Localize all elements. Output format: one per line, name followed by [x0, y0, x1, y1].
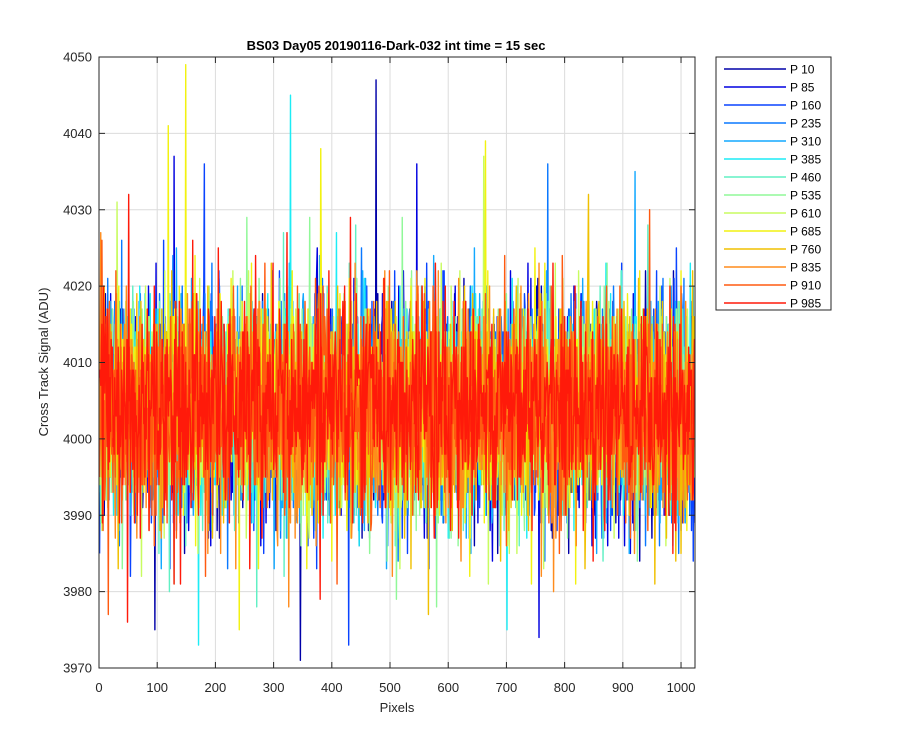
legend-label: P 85 [790, 81, 815, 95]
legend-label: P 610 [790, 207, 821, 221]
plot-area [98, 56, 696, 669]
legend-label: P 10 [790, 63, 815, 77]
x-tick-label: 800 [554, 680, 576, 695]
legend-label: P 535 [790, 189, 821, 203]
x-tick-label: 1000 [667, 680, 696, 695]
legend-label: P 985 [790, 297, 821, 311]
legend-label: P 235 [790, 117, 821, 131]
legend-label: P 160 [790, 99, 821, 113]
chart-title: BS03 Day05 20190116-Dark-032 int time = … [247, 38, 546, 53]
legend-label: P 310 [790, 135, 821, 149]
y-tick-label: 4000 [63, 431, 92, 446]
legend-label: P 385 [790, 153, 821, 167]
legend-label: P 460 [790, 171, 821, 185]
y-axis: 3970 3980 3990 4000 4010 4020 4030 4040 4050 [63, 50, 695, 676]
y-tick-label: 4030 [63, 202, 92, 217]
y-tick-label: 3970 [63, 661, 92, 676]
legend-label: P 685 [790, 225, 821, 239]
x-tick-label: 0 [95, 680, 102, 695]
x-tick-label: 900 [612, 680, 634, 695]
legend-label: P 910 [790, 279, 821, 293]
legend-label: P 835 [790, 261, 821, 275]
legend: P 10 P 85 P 160 P 235 P 310 P 385 P 460 P 535 P … [715, 56, 832, 311]
y-tick-label: 4050 [63, 50, 92, 65]
y-tick-label: 4040 [63, 126, 92, 141]
legend-label: P 760 [790, 243, 821, 257]
x-tick-label: 600 [437, 680, 459, 695]
x-axis-label: Pixels [380, 700, 415, 715]
y-tick-label: 3990 [63, 508, 92, 523]
x-axis: 0 100 200 300 400 500 600 700 800 900 1000 [95, 57, 695, 695]
x-tick-label: 100 [146, 680, 168, 695]
x-tick-label: 200 [205, 680, 227, 695]
x-tick-label: 300 [263, 680, 285, 695]
y-tick-label: 4020 [63, 279, 92, 294]
x-tick-label: 400 [321, 680, 343, 695]
y-axis-label: Cross Track Signal (ADU) [36, 288, 51, 437]
series-lines [99, 63, 695, 662]
y-tick-label: 3980 [63, 584, 92, 599]
x-tick-label: 500 [379, 680, 401, 695]
legend-box [715, 56, 832, 311]
y-tick-label: 4010 [63, 355, 92, 370]
series-line-p985 [99, 193, 695, 623]
x-tick-label: 700 [496, 680, 518, 695]
